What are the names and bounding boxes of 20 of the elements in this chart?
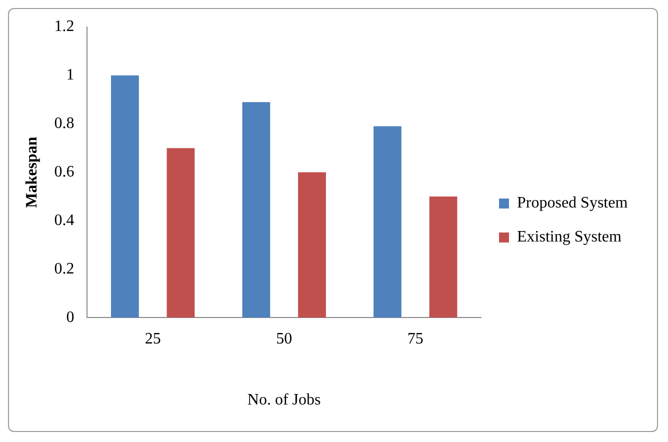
- y-tick-label: 0.6: [54, 164, 74, 181]
- y-tick-label: 0.4: [54, 212, 74, 229]
- bar: [298, 172, 326, 318]
- bar: [374, 126, 402, 318]
- x-tick-label: 25: [144, 330, 161, 348]
- y-axis-title: Makespan: [24, 136, 41, 208]
- y-tick-label: 0.2: [54, 260, 74, 278]
- y-tick-label: 0.8: [54, 115, 74, 132]
- x-axis-title: No. of Jobs: [247, 392, 321, 409]
- x-tick-label: 50: [276, 330, 292, 348]
- legend-label: Proposed System: [517, 194, 628, 212]
- bar: [110, 75, 139, 318]
- x-tick-label: 75: [407, 330, 424, 348]
- bar: [429, 196, 458, 318]
- bar: [166, 148, 195, 318]
- y-tick-label: 1.2: [54, 18, 74, 36]
- bar: [242, 102, 270, 318]
- legend-label: Existing System: [517, 228, 622, 246]
- y-tick-label: 1: [66, 66, 74, 84]
- y-tick-label: 0: [66, 308, 74, 326]
